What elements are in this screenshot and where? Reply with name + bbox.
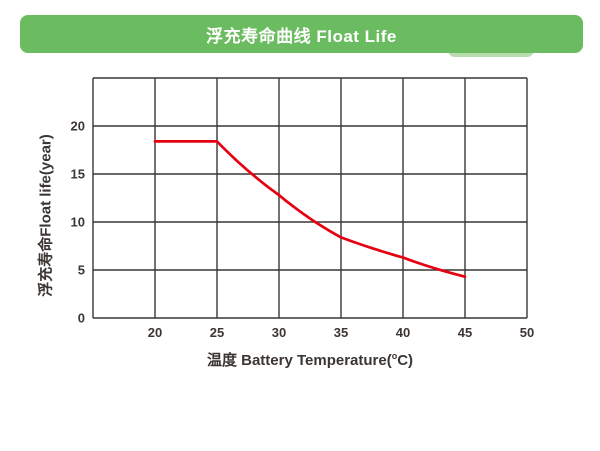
x-tick-label: 20 <box>148 325 162 340</box>
y-tick-label: 5 <box>78 263 85 278</box>
y-tick-label: 0 <box>78 311 85 326</box>
float-life-curve <box>153 140 467 279</box>
x-tick-label: 35 <box>334 325 348 340</box>
grid-lines <box>92 77 528 319</box>
x-tick-label: 40 <box>396 325 410 340</box>
y-axis-title: 浮充寿命Float life(year) <box>37 134 55 297</box>
x-tick-label: 45 <box>458 325 472 340</box>
x-tick-label: 50 <box>520 325 534 340</box>
x-axis-title-text: 温度 Battery Temperature( <box>206 352 392 369</box>
chart-title: 浮充寿命曲线 Float Life <box>206 26 397 46</box>
chart-title-banner: 浮充寿命曲线 Float Life <box>20 15 583 53</box>
y-tick-label: 20 <box>71 119 85 134</box>
axis-tick-labels: 20 25 30 35 40 45 50 0 5 10 15 20 <box>71 119 535 341</box>
x-axis-title: 温度 Battery Temperature(oC) <box>93 349 527 370</box>
float-life-line <box>153 140 467 279</box>
x-tick-label: 25 <box>210 325 224 340</box>
x-tick-label: 30 <box>272 325 286 340</box>
degree-superscript: o <box>391 351 398 361</box>
y-tick-label: 15 <box>71 167 85 182</box>
x-axis-title-unit: C) <box>397 352 414 369</box>
y-tick-label: 10 <box>71 215 85 230</box>
